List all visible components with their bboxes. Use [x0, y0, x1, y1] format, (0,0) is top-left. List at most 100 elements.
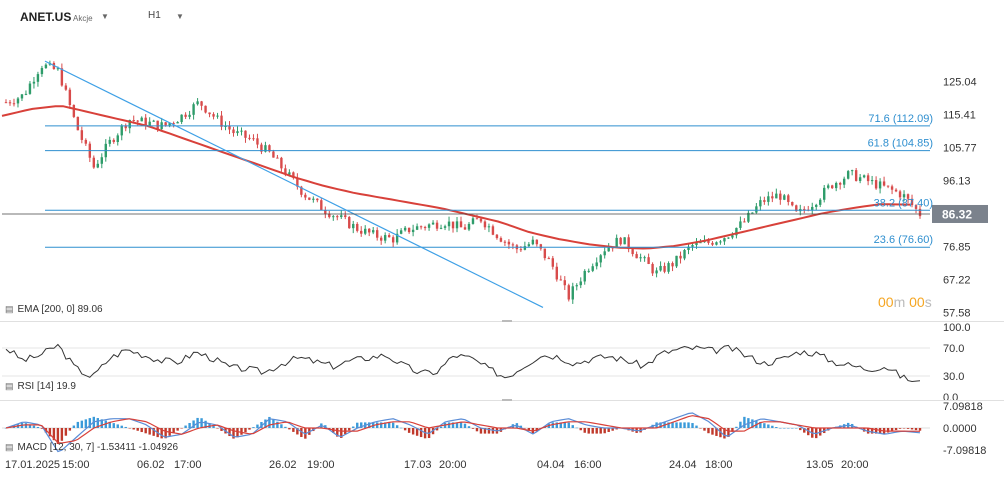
candle-body [563, 280, 566, 286]
candle-body [248, 137, 251, 139]
macd-histogram-bar [395, 425, 399, 428]
timeframe-dropdown-icon[interactable]: ▼ [176, 12, 184, 21]
macd-histogram-bar [407, 428, 411, 433]
candle-body [695, 242, 698, 246]
candle-body [455, 221, 459, 229]
candle-body [268, 145, 271, 152]
macd-histogram-bar [894, 428, 898, 431]
macd-histogram-bar [232, 428, 235, 439]
macd-histogram-bar [799, 428, 802, 431]
candle-body [136, 120, 139, 122]
ema-legend[interactable]: ▤ EMA [200, 0] 89.06 [5, 304, 103, 315]
candle-body [132, 120, 135, 122]
candle-body [40, 68, 44, 75]
macd-histogram-bar [735, 426, 738, 428]
macd-histogram-bar [240, 428, 243, 435]
candle-body [823, 187, 826, 200]
candle-body [439, 227, 443, 229]
candle-body [395, 233, 399, 243]
macd-legend[interactable]: ▤ MACD [12, 30, 7] -1.53411 -1.04926 [5, 442, 178, 453]
macd-histogram-bar [715, 428, 718, 436]
candle-body [44, 64, 48, 69]
rsi-value: 19.9 [56, 381, 76, 392]
macd-histogram-bar [567, 422, 570, 428]
candle-body [803, 208, 806, 210]
macd-histogram-bar [551, 422, 555, 428]
candle-body [196, 101, 199, 105]
macd-histogram-bar [260, 422, 263, 428]
candle-body [192, 104, 195, 115]
macd-histogram-bar [711, 428, 714, 435]
macd-histogram-bar [112, 423, 115, 428]
macd-histogram-bar [36, 426, 40, 428]
candle-body [292, 172, 295, 178]
macd-histogram-bar [571, 425, 574, 428]
candle-body [767, 196, 770, 202]
candle-body [260, 144, 263, 152]
candle-body [527, 244, 531, 247]
candle-body [403, 227, 407, 231]
candle-body [312, 198, 315, 200]
candle-body [723, 238, 726, 242]
macd-histogram-bar [200, 418, 203, 428]
macd-histogram-bar [683, 422, 686, 428]
time-axis-label: 04.04 [537, 459, 565, 471]
candle-body [759, 200, 762, 207]
fib-level-label: 71.6 (112.09) [868, 113, 933, 125]
candle-body [735, 227, 738, 236]
candle-body [495, 234, 499, 239]
ema-name: EMA [17, 304, 39, 315]
indicator-settings-icon[interactable]: ▤ [5, 381, 14, 391]
macd-histogram-bar [411, 428, 415, 435]
price-tick-label: 105.77 [943, 142, 977, 154]
price-tick-label: 67.22 [943, 274, 971, 286]
macd-histogram-bar [328, 428, 331, 430]
countdown-seconds: 00 [909, 294, 925, 310]
macd-params: [12, 30, 7] [49, 442, 95, 453]
macd-histogram-bar [116, 424, 119, 428]
rsi-legend[interactable]: ▤ RSI [14] 19.9 [5, 381, 76, 392]
macd-histogram-bar [603, 428, 606, 434]
candle-body [535, 239, 539, 245]
candle-body [264, 145, 267, 152]
candle-body [831, 185, 834, 189]
macd-histogram-bar [244, 428, 247, 433]
candle-body [559, 279, 562, 281]
macd-histogram-bar [296, 428, 299, 435]
indicator-settings-icon[interactable]: ▤ [5, 304, 14, 314]
countdown-minutes: 00 [878, 294, 894, 310]
candle-body [691, 245, 694, 247]
candle-countdown: 00m 00s [878, 294, 932, 310]
candle-body [858, 177, 862, 181]
symbol-dropdown-icon[interactable]: ▼ [101, 12, 109, 21]
pane-resize-handle[interactable] [502, 320, 512, 322]
pane-resize-handle[interactable] [502, 399, 512, 401]
macd-histogram-bar [471, 428, 475, 429]
time-axis-label: 17.01.2025 [5, 459, 61, 471]
candle-body [902, 194, 906, 198]
macd-histogram-bar [375, 422, 379, 428]
trend-line [44, 60, 544, 308]
candle-body [687, 246, 690, 250]
timeframe-label[interactable]: H1 [148, 10, 161, 21]
candle-body [763, 200, 766, 202]
candle-body [647, 257, 650, 264]
indicator-settings-icon[interactable]: ▤ [5, 442, 14, 452]
candle-body [220, 115, 223, 127]
candle-body [747, 212, 750, 222]
macd-histogram-bar [791, 428, 794, 429]
macd-histogram-bar [439, 426, 443, 428]
candle-body [755, 206, 758, 213]
symbol-label[interactable]: ANET.US [20, 10, 72, 24]
macd-signal-line [5, 415, 921, 444]
candle-body [399, 230, 403, 234]
ema-params: [200, 0] [41, 304, 75, 315]
candle-body [663, 265, 666, 272]
candle-body [671, 263, 674, 267]
macd-histogram-bar [284, 426, 287, 428]
rsi-tick-label: 30.0 [943, 371, 964, 383]
candle-body [719, 241, 722, 243]
rsi-tick-label: 0.0 [943, 392, 958, 404]
